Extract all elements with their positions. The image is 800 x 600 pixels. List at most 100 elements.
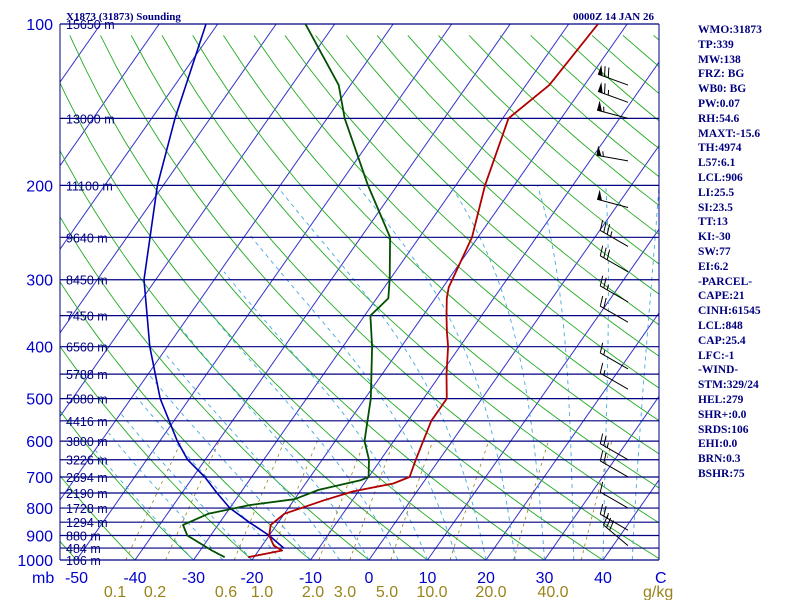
wind-barb-staff bbox=[603, 524, 629, 546]
dry-adiabat-line bbox=[253, 35, 659, 422]
wind-barb bbox=[599, 450, 629, 478]
dry-adiabat-line bbox=[60, 345, 253, 560]
temperature-tick-label: 40 bbox=[594, 570, 612, 587]
moist-adiabat-line bbox=[247, 232, 458, 560]
isotherm-line bbox=[60, 24, 336, 418]
dry-adiabat-line bbox=[345, 35, 659, 326]
wind-barb-staff bbox=[596, 154, 629, 162]
moist-adiabat-line bbox=[108, 432, 224, 560]
index-item: FRZ: BG bbox=[698, 68, 745, 81]
wind-barb-feather bbox=[599, 342, 604, 354]
wind-barb-feather bbox=[603, 515, 609, 526]
isotherm-line bbox=[76, 24, 453, 560]
wind-barb bbox=[599, 275, 629, 303]
dry-adiabat-line bbox=[591, 35, 659, 95]
index-item: LI:25.5 bbox=[698, 186, 735, 199]
isotherm-line bbox=[60, 24, 219, 251]
temperature-tick-label: -20 bbox=[240, 570, 263, 587]
temperature-tick-label: -50 bbox=[65, 570, 88, 587]
index-item: EHI:0.0 bbox=[698, 438, 738, 451]
moist-adiabat-line bbox=[356, 185, 516, 560]
wind-barb bbox=[596, 145, 629, 162]
wind-barb bbox=[599, 433, 629, 461]
index-item: KI:-30 bbox=[698, 231, 731, 244]
wind-barb-half-feather bbox=[602, 151, 604, 157]
height-label: 5788 m bbox=[66, 368, 108, 382]
index-item: L57:6.1 bbox=[698, 157, 736, 170]
index-item: -PARCEL- bbox=[698, 275, 753, 288]
isobar-lines bbox=[60, 23, 659, 561]
dry-adiabat-line bbox=[69, 35, 546, 560]
wind-barb-staff bbox=[596, 198, 629, 209]
temperature-trace bbox=[247, 24, 599, 559]
height-label: 3226 m bbox=[66, 454, 108, 468]
temperature-tick-label: -30 bbox=[182, 570, 205, 587]
dry-adiabat-line bbox=[561, 35, 659, 122]
isotherm-line bbox=[60, 24, 394, 501]
wind-barb-feather bbox=[599, 275, 604, 287]
dry-adiabat-line bbox=[60, 149, 429, 560]
moist-adiabat-line bbox=[602, 185, 609, 560]
temperature-tick-label: -10 bbox=[299, 570, 322, 587]
pressure-tick-label: 400 bbox=[26, 340, 53, 357]
index-item: LFC:-1 bbox=[698, 349, 735, 362]
moist-adiabat-line bbox=[121, 414, 253, 560]
dry-adiabat-line bbox=[315, 35, 659, 357]
height-label: 8450 m bbox=[66, 274, 108, 288]
height-label: 11100 m bbox=[66, 179, 113, 193]
wind-barb bbox=[597, 64, 629, 86]
moist-adiabat-line bbox=[280, 190, 487, 560]
index-item: SW:77 bbox=[698, 245, 731, 258]
mixing-ratio-line bbox=[513, 440, 549, 560]
wind-barb-half-feather bbox=[603, 349, 606, 356]
wind-barb-feather bbox=[603, 452, 607, 464]
wind-barb-staff bbox=[596, 109, 629, 119]
wind-barb-feather bbox=[599, 481, 604, 493]
wind-barb bbox=[599, 342, 629, 370]
dry-adiabat-line bbox=[100, 35, 604, 560]
isotherm-line bbox=[60, 24, 160, 167]
wind-barb bbox=[599, 220, 629, 247]
wind-barb bbox=[599, 295, 629, 323]
wind-barb-staff bbox=[600, 352, 629, 370]
index-item: EI:6.2 bbox=[698, 260, 729, 273]
index-item: CAPE:21 bbox=[698, 290, 745, 303]
wind-barbs bbox=[596, 64, 629, 546]
index-item: TH:4974 bbox=[698, 142, 742, 155]
wind-barb-feather bbox=[603, 277, 607, 289]
wind-barb-feather bbox=[606, 517, 612, 528]
index-item: TT:13 bbox=[698, 216, 728, 229]
pressure-tick-label: 800 bbox=[26, 501, 53, 518]
index-item: SRDS:106 bbox=[698, 423, 749, 436]
height-label: 106 m bbox=[66, 554, 101, 568]
height-label: 13000 m bbox=[66, 112, 115, 126]
temperature-tick-label: 20 bbox=[477, 570, 495, 587]
wind-barb-pennant bbox=[597, 189, 602, 201]
wind-barb-feather bbox=[604, 66, 606, 77]
index-item: BSHR:75 bbox=[698, 467, 745, 480]
wind-barb-staff bbox=[600, 443, 629, 461]
wind-barb-staff bbox=[600, 285, 629, 303]
wind-barb-feather bbox=[606, 249, 611, 260]
height-label: 4416 m bbox=[66, 415, 108, 429]
index-item: -WIND- bbox=[698, 364, 739, 377]
dry-adiabat-line bbox=[161, 35, 659, 524]
index-item: HEL:279 bbox=[698, 393, 744, 406]
valid-time: 0000Z 14 JAN 26 bbox=[573, 11, 654, 23]
chart-title: X1873 (31873) Sounding bbox=[66, 11, 181, 23]
index-item: MW:138 bbox=[698, 53, 741, 66]
isotherm-line bbox=[60, 24, 277, 334]
wind-barb-staff bbox=[597, 73, 629, 86]
mixing-ratio-unit-label: g/kg bbox=[643, 584, 673, 600]
index-item: LCL:848 bbox=[698, 319, 743, 332]
wind-barb-staff bbox=[597, 90, 629, 103]
index-item: PW:0.07 bbox=[698, 97, 740, 110]
parcel-trace bbox=[143, 24, 285, 549]
wind-barb bbox=[597, 81, 629, 103]
wind-barb-feather bbox=[609, 520, 615, 531]
pressure-tick-label: 200 bbox=[26, 178, 53, 195]
wind-barb-half-feather bbox=[606, 284, 609, 291]
mixing-ratio-label: 0.2 bbox=[144, 584, 166, 600]
height-label: 2190 m bbox=[66, 487, 108, 501]
dewpoint-trace bbox=[182, 24, 391, 558]
